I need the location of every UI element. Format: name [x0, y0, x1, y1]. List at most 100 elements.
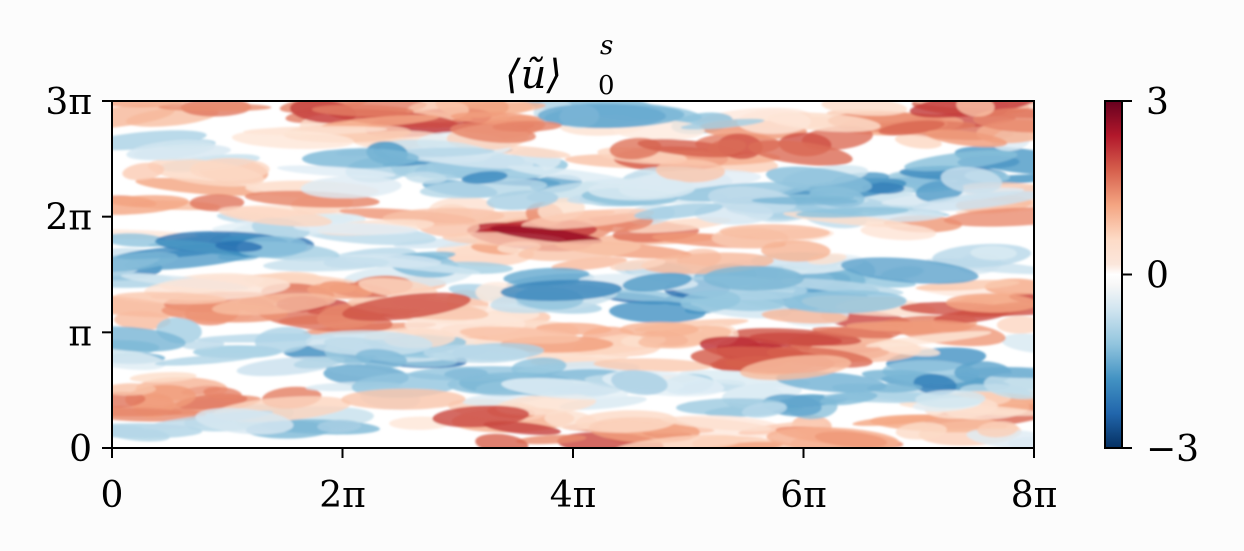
contour-blob: [737, 109, 811, 134]
y-tick-label: 2π: [45, 198, 92, 239]
contour-blob: [968, 366, 1034, 379]
contour-blob: [655, 159, 725, 183]
contour-blob: [112, 251, 178, 272]
contour-blob: [912, 190, 1034, 212]
contour-blob: [748, 140, 853, 166]
contour-blob: [293, 222, 418, 235]
x-tick-label: 6π: [780, 475, 827, 516]
contour-blob: [195, 408, 294, 435]
contour-blob: [321, 114, 440, 129]
contour-blob: [915, 279, 1020, 291]
contour-blob: [515, 434, 587, 445]
chart-title-superscript: s: [600, 31, 613, 61]
contour-blob: [680, 118, 765, 130]
chart-title-subscript: 0: [598, 71, 615, 101]
contour-blob: [511, 357, 567, 377]
contour-blob: [154, 353, 260, 366]
contour-blob: [112, 326, 186, 352]
x-tick-label: 0: [101, 475, 124, 516]
contour-blob: [423, 344, 530, 363]
contour-blob: [614, 434, 745, 448]
contour-blob: [861, 182, 905, 194]
contour-blob: [940, 166, 1003, 194]
contour-blob: [588, 178, 696, 201]
contour-blob: [619, 321, 699, 338]
colorbar: 3 0 −3: [1104, 82, 1199, 470]
contour-blob: [795, 207, 910, 218]
contour-blob: [719, 224, 831, 240]
contour-blob: [112, 130, 207, 151]
contour-blob: [977, 421, 1019, 438]
contour-blob: [218, 206, 333, 227]
contour-blob: [302, 148, 419, 169]
contour-blob: [182, 339, 225, 350]
contour-blob: [537, 103, 666, 129]
contour-blob: [865, 331, 992, 348]
contour-blob: [946, 293, 1034, 313]
contour-blob: [311, 104, 414, 117]
contour-blob: [325, 366, 393, 378]
contour-blob: [129, 372, 197, 383]
colorbar-gradient: [1105, 101, 1122, 448]
contour-blob: [943, 207, 1034, 227]
y-tick-label: π: [68, 313, 92, 354]
colorbar-tick-label: −3: [1146, 429, 1199, 470]
contour-blob: [749, 332, 843, 347]
contour-blob: [741, 402, 788, 418]
contour-blob: [231, 130, 354, 149]
chart-title: ⟨ũ⟩: [505, 52, 562, 98]
contour-blob: [812, 326, 894, 339]
contour-blob: [575, 410, 677, 433]
contour-blob: [915, 389, 986, 409]
contour-blob: [852, 414, 942, 426]
contour-blob: [112, 383, 156, 396]
contour-blob: [781, 278, 904, 296]
contour-blob: [925, 129, 1008, 148]
contour-blob: [112, 233, 168, 247]
contour-blob: [112, 348, 166, 370]
contour-blob: [135, 177, 264, 196]
contour-blob: [611, 370, 668, 395]
y-tick-label: 0: [69, 429, 92, 470]
contour-blob: [627, 217, 732, 233]
contour-blob: [114, 291, 228, 305]
contour-blob: [461, 171, 508, 184]
x-tick-label: 8π: [1011, 475, 1058, 516]
contour-blob: [610, 258, 666, 271]
contour-blob: [895, 422, 947, 440]
contour-blob: [475, 433, 529, 448]
contour-blob: [236, 236, 308, 258]
contour-blob: [112, 391, 146, 408]
contour-blob: [970, 245, 1017, 261]
y-tick-label: 3π: [45, 82, 92, 123]
contour-blob: [1001, 333, 1034, 353]
contour-blob: [878, 120, 945, 136]
contour-blob: [114, 310, 171, 330]
contour-blob: [680, 290, 741, 312]
contour-blob: [593, 358, 712, 372]
contour-blob: [707, 138, 747, 156]
contour-field: [112, 101, 1034, 448]
contour-blob: [490, 225, 603, 244]
contour-blob: [761, 240, 831, 262]
contour-blob: [634, 203, 723, 220]
contour-blob: [112, 293, 190, 318]
x-tick-label: 4π: [550, 475, 597, 516]
x-tick-label: 2π: [319, 475, 366, 516]
contour-blob: [112, 195, 189, 215]
contour-blob: [609, 300, 706, 323]
contour-blob: [904, 150, 1018, 172]
contour-blob: [133, 144, 231, 161]
contour-blob: [913, 373, 957, 395]
contour-blob: [355, 348, 407, 368]
contour-blob: [486, 190, 559, 211]
contour-blob: [211, 293, 337, 316]
contour-blob: [122, 162, 165, 181]
y-axis: 0 π 2π 3π: [45, 82, 112, 470]
contour-blob: [112, 105, 175, 129]
contour-blob: [306, 330, 433, 356]
contour-blob: [277, 165, 396, 178]
contour-blob: [112, 407, 183, 417]
contour-blob: [358, 277, 439, 299]
